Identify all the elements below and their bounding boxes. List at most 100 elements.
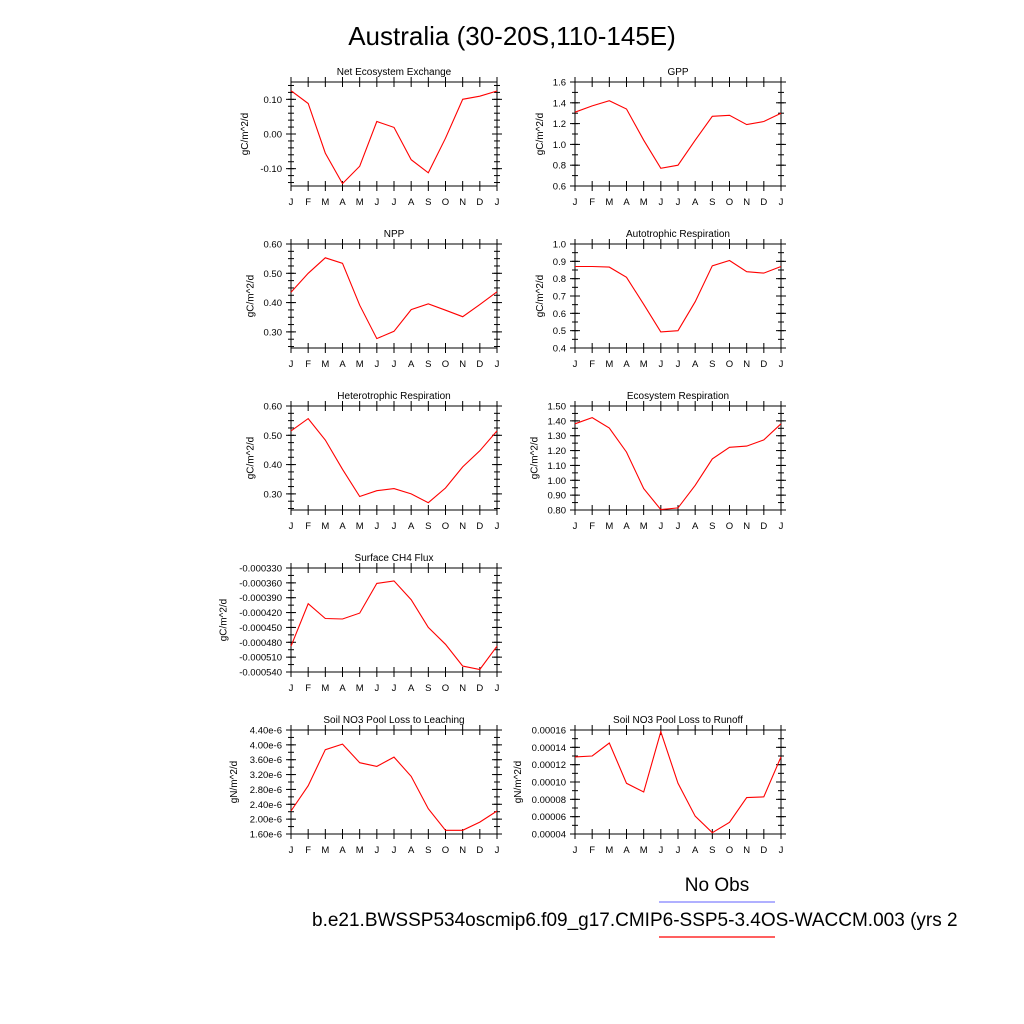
x-tick-label: N xyxy=(743,197,750,208)
x-tick-label: D xyxy=(760,521,767,532)
x-tick-label: N xyxy=(459,197,466,208)
x-tick-label: D xyxy=(476,359,483,370)
x-tick-label: M xyxy=(640,521,648,532)
x-tick-label: J xyxy=(495,521,500,532)
y-tick-label: 0.4 xyxy=(553,344,566,355)
y-tick-label: 0.00004 xyxy=(532,830,566,841)
model-series-line xyxy=(290,580,498,671)
y-tick-label: 0.6 xyxy=(553,182,566,193)
x-tick-label: N xyxy=(743,359,750,370)
x-tick-label: S xyxy=(709,197,715,208)
x-tick-label: A xyxy=(623,359,630,370)
x-tick-label: D xyxy=(760,197,767,208)
figure-title: Australia (30-20S,110-145E) xyxy=(348,21,676,51)
y-tick-label: 1.20 xyxy=(548,446,567,457)
x-tick-label: M xyxy=(356,359,364,370)
x-tick-label: J xyxy=(658,521,663,532)
y-tick-label: 1.0 xyxy=(553,140,566,151)
panel-title: Surface CH4 Flux xyxy=(355,553,434,564)
x-tick-label: J xyxy=(392,521,397,532)
x-tick-label: J xyxy=(779,197,784,208)
x-tick-label: A xyxy=(623,845,630,856)
legend-case-label: b.e21.BWSSP534oscmip6.f09_g17.CMIP6-SSP5… xyxy=(312,910,958,931)
y-tick-label: 3.60e-6 xyxy=(250,755,282,766)
x-tick-label: F xyxy=(589,359,595,370)
panel-title: Net Ecosystem Exchange xyxy=(337,67,452,78)
x-tick-label: J xyxy=(573,197,578,208)
x-tick-label: J xyxy=(289,683,294,694)
x-tick-label: J xyxy=(392,845,397,856)
x-tick-label: A xyxy=(692,521,699,532)
model-series-line xyxy=(574,100,782,169)
x-tick-label: S xyxy=(425,197,431,208)
x-tick-label: M xyxy=(321,197,329,208)
y-tick-label: 0.00014 xyxy=(532,743,566,754)
x-tick-label: A xyxy=(339,683,346,694)
x-tick-label: A xyxy=(339,521,346,532)
y-tick-label: -0.000360 xyxy=(239,578,282,589)
x-tick-label: M xyxy=(605,359,613,370)
y-axis-label: gN/m^2/d xyxy=(513,761,524,804)
x-tick-label: N xyxy=(459,683,466,694)
model-series-line xyxy=(574,416,782,511)
x-tick-label: J xyxy=(392,359,397,370)
panel-title: Heterotrophic Respiration xyxy=(337,391,450,402)
panel-title: GPP xyxy=(667,67,688,78)
y-tick-label: 0.00008 xyxy=(532,795,566,806)
plot-frame xyxy=(290,567,498,673)
y-tick-label: 0.40 xyxy=(264,460,283,471)
x-tick-label: A xyxy=(692,359,699,370)
x-tick-label: N xyxy=(459,359,466,370)
x-tick-label: J xyxy=(573,521,578,532)
x-tick-label: M xyxy=(321,683,329,694)
legend: No Obs b.e21.BWSSP534oscmip6.f09_g17.CMI… xyxy=(312,875,958,938)
x-tick-label: J xyxy=(289,521,294,532)
plot-frame xyxy=(290,405,498,511)
plot-frame xyxy=(574,81,782,187)
y-tick-label: 1.0 xyxy=(553,240,566,251)
model-series-line xyxy=(290,90,498,185)
y-tick-label: 4.00e-6 xyxy=(250,740,282,751)
y-tick-label: 1.10 xyxy=(548,461,567,472)
x-tick-label: J xyxy=(374,845,379,856)
x-tick-label: F xyxy=(305,845,311,856)
x-tick-label: J xyxy=(289,845,294,856)
plot-frame xyxy=(574,405,782,511)
y-axis-label: gC/m^2/d xyxy=(535,275,546,318)
y-tick-label: 0.50 xyxy=(264,431,283,442)
x-tick-label: O xyxy=(442,359,449,370)
panel-title: NPP xyxy=(384,229,405,240)
y-tick-label: -0.000540 xyxy=(239,668,282,679)
y-tick-label: 1.2 xyxy=(553,119,566,130)
x-tick-label: O xyxy=(726,845,733,856)
x-tick-label: M xyxy=(605,197,613,208)
x-tick-label: F xyxy=(589,197,595,208)
x-tick-label: J xyxy=(676,845,681,856)
model-series-line xyxy=(290,257,498,340)
x-tick-label: M xyxy=(321,521,329,532)
x-tick-label: D xyxy=(760,359,767,370)
x-tick-label: O xyxy=(726,521,733,532)
x-tick-label: J xyxy=(779,359,784,370)
x-tick-label: M xyxy=(356,197,364,208)
x-tick-label: J xyxy=(779,845,784,856)
x-tick-label: A xyxy=(692,845,699,856)
y-tick-label: 0.60 xyxy=(264,402,283,413)
x-tick-label: J xyxy=(676,359,681,370)
panel-title: Autotrophic Respiration xyxy=(626,229,730,240)
x-tick-label: J xyxy=(676,521,681,532)
x-tick-label: A xyxy=(408,845,415,856)
x-tick-label: D xyxy=(476,197,483,208)
y-tick-label: -0.000450 xyxy=(239,623,282,634)
x-tick-label: N xyxy=(743,845,750,856)
y-axis-label: gC/m^2/d xyxy=(240,113,251,156)
y-tick-label: 0.5 xyxy=(553,326,566,337)
x-tick-label: D xyxy=(760,845,767,856)
x-tick-label: O xyxy=(442,197,449,208)
y-tick-label: 2.00e-6 xyxy=(250,815,282,826)
